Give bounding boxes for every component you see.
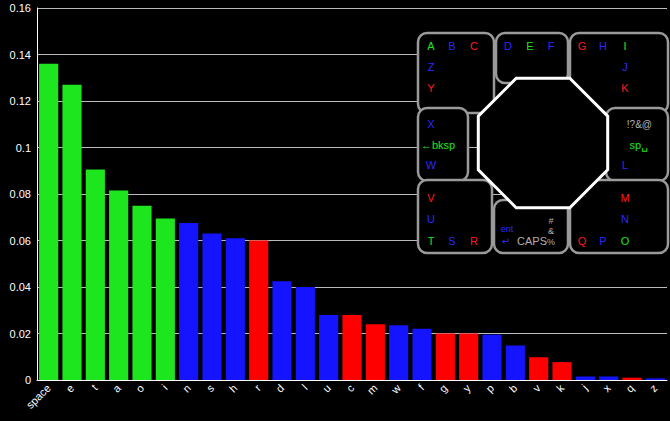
svg-text:m: m (365, 382, 380, 397)
svg-text:w: w (388, 382, 403, 397)
svg-text:p: p (483, 382, 496, 395)
svg-text:O: O (621, 235, 630, 247)
svg-text:P: P (599, 235, 606, 247)
svg-text:Q: Q (578, 235, 587, 247)
svg-text:o: o (133, 382, 146, 395)
svg-text:Z: Z (428, 61, 435, 73)
svg-text:n: n (180, 382, 193, 395)
svg-text:0.1: 0.1 (16, 142, 31, 154)
svg-text:A: A (427, 40, 435, 52)
svg-text:J: J (622, 61, 628, 73)
svg-text:0.04: 0.04 (10, 281, 31, 293)
svg-text:G: G (578, 40, 587, 52)
svg-text:%: % (547, 237, 555, 247)
svg-text:y: y (461, 381, 474, 394)
svg-text:0.12: 0.12 (10, 95, 31, 107)
svg-text:W: W (426, 159, 437, 171)
svg-text:C: C (470, 40, 478, 52)
svg-text:!?&@: !?&@ (627, 119, 652, 130)
svg-text:v: v (531, 381, 544, 394)
svg-text:H: H (599, 40, 607, 52)
svg-text:b: b (507, 382, 520, 395)
svg-text:D: D (504, 40, 512, 52)
svg-text:r: r (252, 382, 263, 393)
svg-text:0.06: 0.06 (10, 235, 31, 247)
svg-text:0.08: 0.08 (10, 188, 31, 200)
svg-text:CAPS: CAPS (517, 235, 547, 247)
svg-text:q: q (623, 382, 636, 395)
svg-text:l: l (299, 382, 309, 392)
svg-text:U: U (427, 213, 435, 225)
svg-text:d: d (273, 382, 286, 395)
svg-text:g: g (437, 382, 450, 395)
svg-text:M: M (620, 192, 629, 204)
svg-text:i: i (159, 382, 169, 392)
svg-text:&: & (548, 226, 554, 236)
svg-text:a: a (110, 381, 123, 394)
svg-text:Y: Y (427, 82, 435, 94)
svg-text:L: L (622, 159, 628, 171)
svg-text:N: N (621, 213, 629, 225)
svg-text:#: # (548, 216, 553, 226)
svg-text:←bksp: ←bksp (421, 139, 455, 151)
svg-text:K: K (621, 82, 629, 94)
svg-text:F: F (548, 40, 555, 52)
svg-text:↵: ↵ (502, 236, 510, 247)
svg-text:B: B (448, 40, 455, 52)
svg-text:j: j (579, 382, 590, 393)
svg-text:V: V (427, 192, 435, 204)
svg-text:z: z (647, 382, 659, 394)
svg-text:t: t (89, 382, 100, 393)
svg-text:ent: ent (501, 224, 514, 234)
svg-text:R: R (470, 235, 478, 247)
svg-text:0: 0 (25, 374, 31, 386)
svg-text:s: s (204, 381, 217, 394)
svg-text:0.02: 0.02 (10, 328, 31, 340)
svg-text:c: c (344, 381, 357, 394)
svg-text:I: I (623, 40, 626, 52)
svg-text:e: e (63, 382, 76, 395)
svg-text:space: space (24, 382, 53, 411)
svg-text:S: S (448, 235, 455, 247)
svg-text:u: u (320, 382, 333, 395)
svg-text:f: f (416, 381, 427, 392)
svg-text:0.16: 0.16 (10, 2, 31, 14)
svg-text:X: X (427, 118, 435, 130)
svg-text:k: k (554, 381, 567, 394)
svg-text:x: x (601, 381, 614, 394)
svg-text:h: h (227, 382, 240, 395)
svg-text:E: E (526, 40, 533, 52)
svg-text:0.14: 0.14 (10, 49, 31, 61)
svg-text:T: T (428, 235, 435, 247)
svg-text:sp␣: sp␣ (629, 139, 648, 152)
